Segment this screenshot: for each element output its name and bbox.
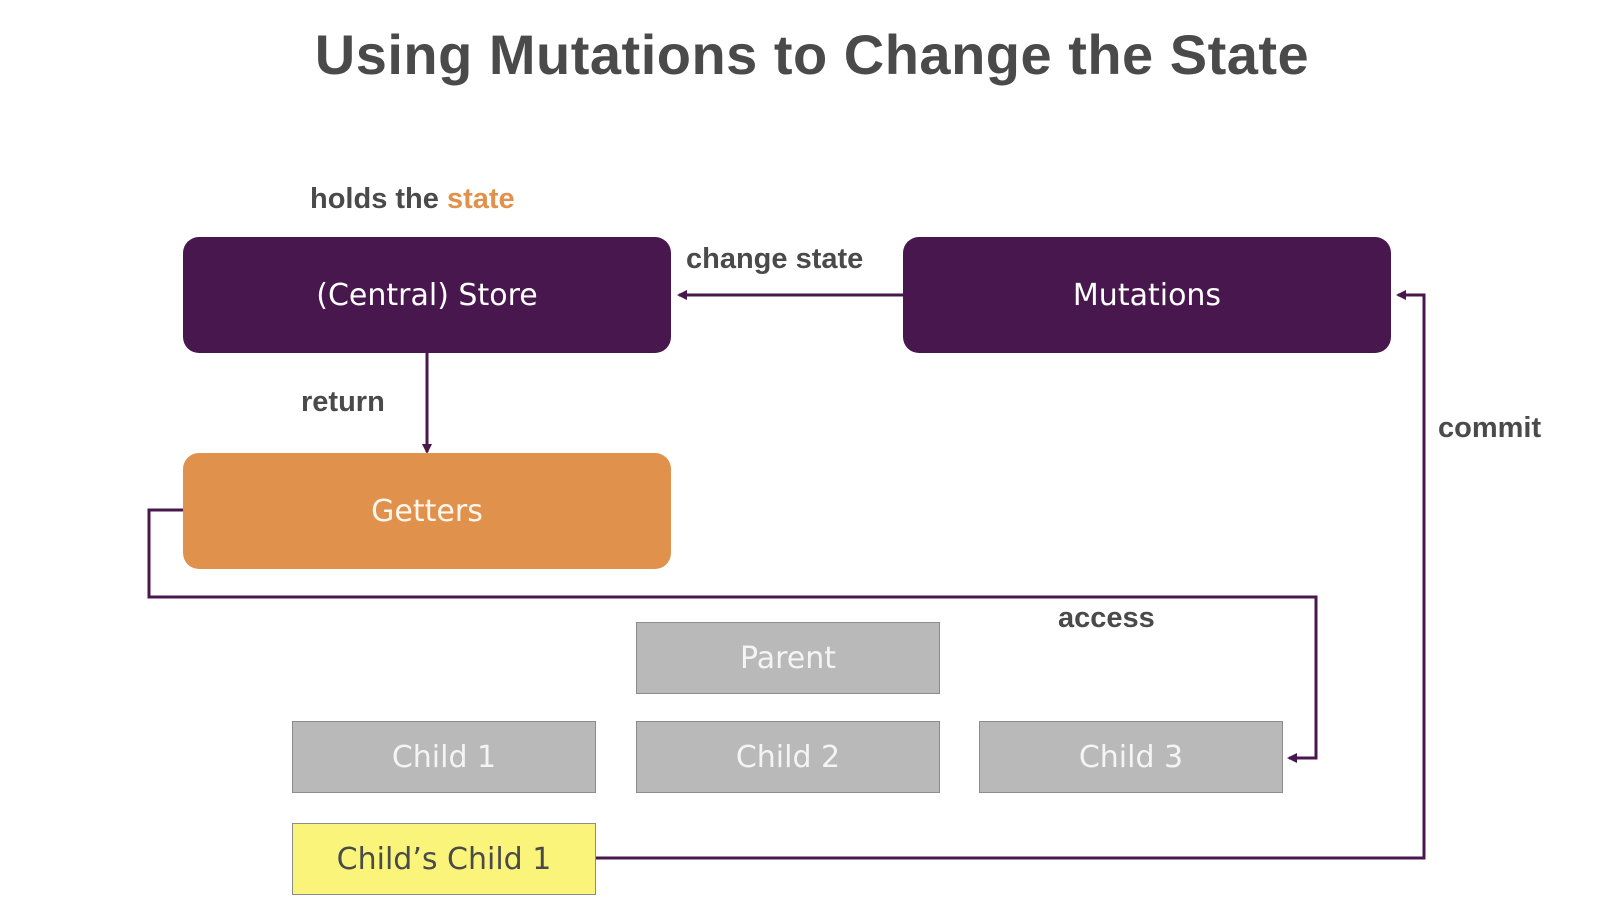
- holds-state-accent: state: [446, 183, 515, 215]
- return-label: return: [301, 386, 385, 418]
- childs-child-to-mutations-commit-arrow: [596, 290, 1426, 860]
- parent-component: Parent: [636, 622, 940, 694]
- mutations-node: Mutations: [903, 237, 1391, 353]
- change-state-label: change state: [686, 243, 864, 275]
- central-store-node: (Central) Store: [183, 237, 671, 353]
- childs-child-1-component: Child’s Child 1: [292, 823, 596, 895]
- child-2-component: Child 2: [636, 721, 940, 793]
- child-1-component: Child 1: [292, 721, 596, 793]
- commit-label: commit: [1438, 412, 1542, 444]
- getters-to-child3-access-arrow: [147, 508, 1318, 763]
- diagram-title: Using Mutations to Change the State: [314, 23, 1310, 86]
- child-3-component: Child 3: [979, 721, 1283, 793]
- access-label: access: [1058, 602, 1155, 634]
- getters-node: Getters: [183, 453, 671, 569]
- holds-state-prefix: holds the: [310, 183, 447, 215]
- holds-state-label: holds the state: [310, 183, 515, 216]
